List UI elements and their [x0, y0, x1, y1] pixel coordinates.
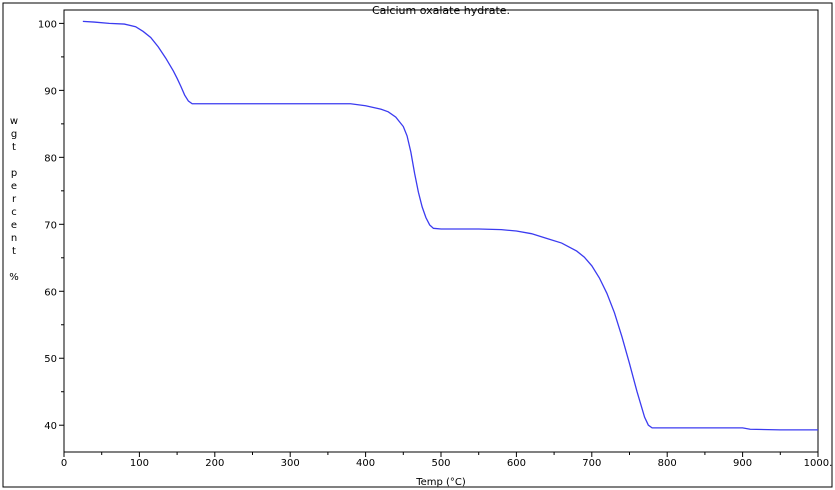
y-tick-label: 60	[44, 287, 57, 298]
x-tick-label: 400	[356, 458, 375, 469]
chart-title: Calcium oxalate hydrate.	[372, 4, 510, 17]
y-tick-label: 90	[44, 86, 57, 97]
y-axis-label-char: e	[11, 181, 17, 192]
y-axis-label-char: e	[11, 220, 17, 231]
y-tick-label: 70	[44, 220, 57, 231]
y-axis-label-char: p	[11, 168, 17, 179]
y-tick-label: 80	[44, 153, 57, 164]
y-axis-label-char: c	[11, 207, 17, 218]
y-tick-label: 50	[44, 354, 57, 365]
x-tick-label: 800	[658, 458, 677, 469]
x-tick-label: 1000.	[804, 458, 833, 469]
y-axis-label-char: n	[11, 233, 17, 244]
x-tick-label: 900	[733, 458, 752, 469]
series-line	[82, 20, 818, 431]
y-axis-label-char: r	[12, 194, 17, 205]
x-tick-label: 200	[205, 458, 224, 469]
y-axis-label-char: t	[12, 142, 16, 153]
y-axis-label-char: g	[11, 129, 17, 140]
x-axis-label: Temp (°C)	[415, 477, 466, 488]
y-axis-ticks: 40 50 60 70 80 90 100	[38, 19, 64, 432]
x-tick-label: 0	[61, 458, 67, 469]
y-tick-label: 40	[44, 421, 57, 432]
x-tick-label: 600	[507, 458, 526, 469]
x-tick-label: 100	[130, 458, 149, 469]
y-tick-label: 100	[38, 19, 57, 30]
x-axis-ticks: 0 100 200 300 400 500 600 700 800 900 1000.	[61, 452, 833, 469]
y-axis-label-char: t	[12, 246, 16, 257]
y-axis-label-char: w	[10, 116, 18, 127]
y-axis-label-char: %	[9, 272, 19, 283]
x-tick-label: 300	[281, 458, 300, 469]
x-tick-label: 700	[582, 458, 601, 469]
x-tick-label: 500	[431, 458, 450, 469]
